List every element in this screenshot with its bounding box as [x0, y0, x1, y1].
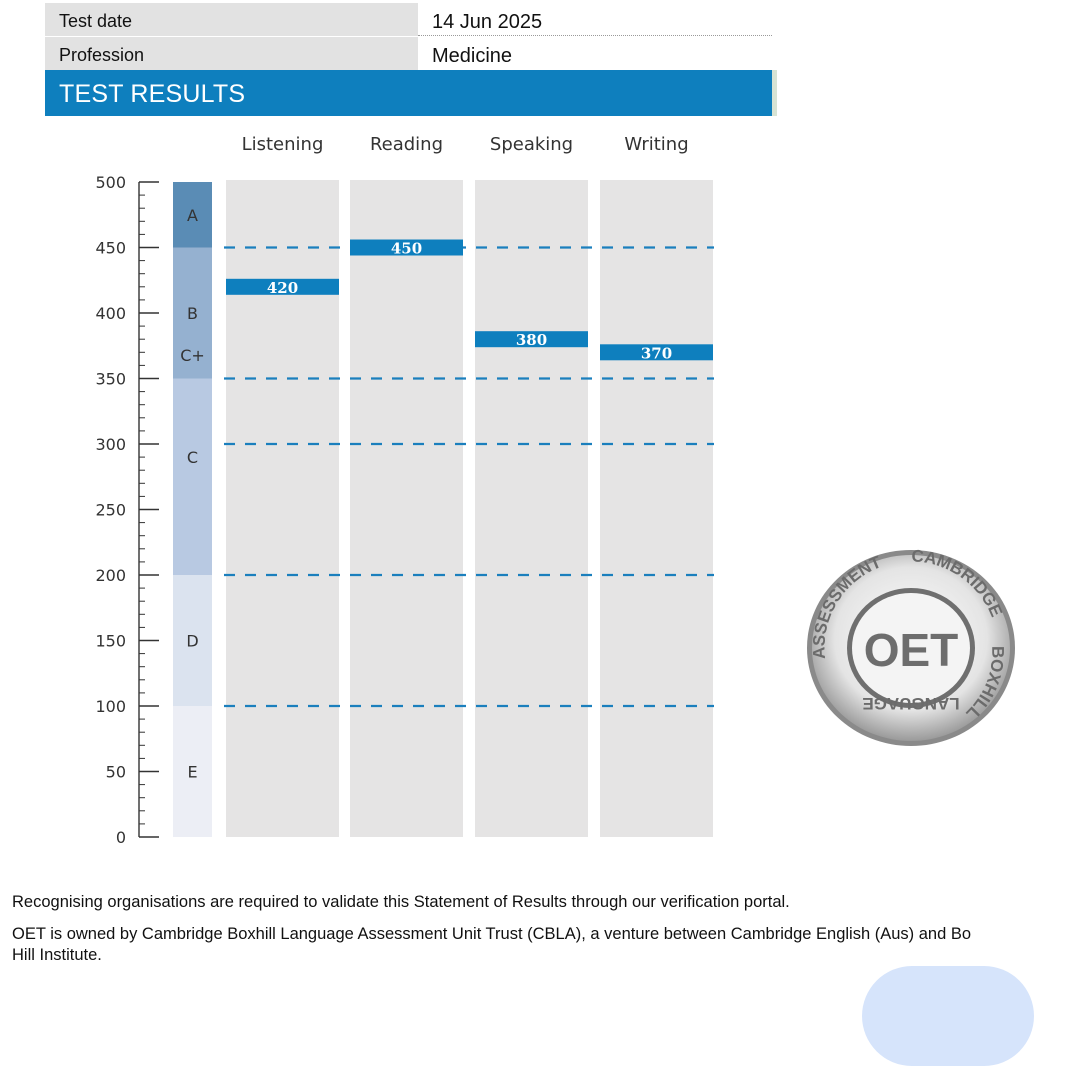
footer-line-2: OET is owned by Cambridge Boxhill Langua…: [12, 925, 972, 943]
profession-value: Medicine: [418, 37, 772, 70]
oet-seal-logo: ASSESSMENT CAMBRIDGE BOXHILL LANGUAGE OE…: [807, 546, 1015, 746]
score-value-listening: 420: [267, 279, 298, 297]
y-tick-label: 0: [116, 828, 126, 847]
grade-band-a: [173, 182, 212, 248]
category-label-reading: Reading: [370, 134, 443, 155]
category-label-listening: Listening: [242, 134, 324, 155]
score-marker-writing: [600, 344, 713, 361]
score-column-writing: [600, 180, 713, 837]
y-tick-label: 150: [95, 632, 126, 651]
y-tick-label: 350: [95, 370, 126, 389]
profession-label: Profession: [45, 37, 418, 70]
results-chart: A B C+ C D E 0 50 100 150 200 250 300 350 400 450 500 4…: [95, 134, 714, 847]
grade-label-c-plus: C+: [180, 346, 205, 365]
score-marker-listening: [226, 278, 339, 295]
test-date-value: 14 Jun 2025: [418, 3, 772, 36]
grade-label-d: D: [186, 632, 198, 651]
profession-row: Profession Medicine: [45, 37, 772, 70]
grade-band-d: [173, 575, 212, 706]
grade-label-c: C: [187, 448, 198, 467]
y-tick-label: 100: [95, 697, 126, 716]
score-column-speaking: [475, 180, 588, 837]
category-label-speaking: Speaking: [490, 134, 573, 155]
y-tick-label: 50: [106, 763, 126, 782]
seal-center-text: OET: [864, 624, 959, 676]
score-column-reading: [350, 180, 463, 837]
test-date-label: Test date: [45, 3, 418, 36]
section-title: TEST RESULTS: [59, 80, 246, 108]
category-label-writing: Writing: [624, 134, 688, 155]
footer-line-3: Hill Institute.: [12, 946, 102, 964]
footer-line-1: Recognising organisations are required t…: [12, 893, 790, 911]
test-results-banner: TEST RESULTS: [45, 70, 777, 116]
floating-action-bubble[interactable]: [862, 966, 1034, 1066]
score-marker-reading: [350, 239, 463, 256]
grade-band-c-plus: [173, 378, 212, 444]
grade-label-a: A: [187, 206, 198, 225]
score-marker-speaking: [475, 331, 588, 348]
score-value-speaking: 380: [516, 331, 547, 349]
score-value-writing: 370: [641, 344, 672, 362]
y-tick-label: 250: [95, 501, 126, 520]
seal-text-language: LANGUAGE: [862, 694, 959, 713]
y-tick-label: 500: [95, 173, 126, 192]
grade-label-b: B: [187, 304, 198, 323]
grade-band-b: [173, 247, 212, 379]
y-tick-label: 450: [95, 239, 126, 258]
y-tick-label: 400: [95, 304, 126, 323]
grade-band-c: [173, 444, 212, 575]
test-date-row: Test date 14 Jun 2025: [45, 3, 772, 36]
y-tick-label: 200: [95, 566, 126, 585]
score-value-reading: 450: [391, 240, 422, 258]
y-tick-label: 300: [95, 435, 126, 454]
grade-label-e: E: [187, 763, 197, 782]
grade-band-e: [173, 706, 212, 837]
